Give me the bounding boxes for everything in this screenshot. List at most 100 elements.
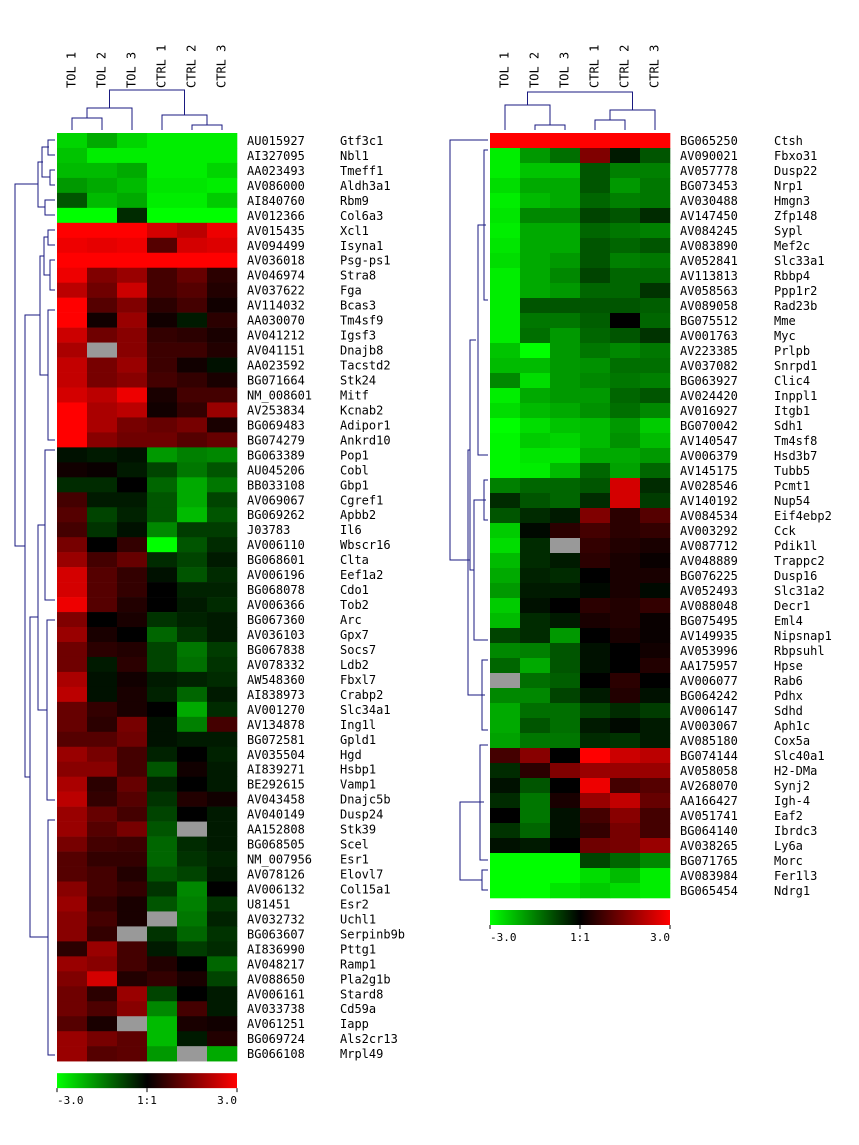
heatmap-cell	[57, 701, 88, 718]
row-gene: Dusp22	[774, 164, 817, 178]
row-gene: Serpinb9b	[340, 927, 405, 941]
row-accession: BE292615	[247, 778, 305, 792]
heatmap-cell	[147, 342, 178, 358]
heatmap-cell	[610, 793, 641, 809]
heatmap-cell	[520, 478, 551, 494]
heatmap-cell	[177, 1031, 208, 1047]
heatmap-cell	[610, 328, 641, 344]
heatmap-cell	[87, 941, 118, 957]
heatmap-cell	[520, 688, 551, 704]
heatmap-cell	[610, 463, 641, 479]
row-gene: Mitf	[340, 388, 369, 402]
heatmap-cell	[177, 297, 208, 313]
heatmap-cell	[207, 492, 238, 508]
row-gene: Nup54	[774, 494, 810, 508]
row-gene: Cdo1	[340, 583, 369, 597]
heatmap-cell	[147, 761, 178, 778]
heatmap-cell	[147, 447, 178, 463]
row-accession: BG073453	[680, 179, 738, 193]
heatmap-cell	[610, 658, 641, 674]
heatmap-cell	[550, 328, 581, 344]
row-gene: Sdhd	[774, 704, 803, 718]
row-gene: Psg-ps1	[340, 254, 391, 268]
heatmap-cell	[57, 282, 88, 298]
heatmap-cell	[177, 641, 208, 658]
heatmap-cell	[147, 821, 178, 837]
heatmap-cell	[490, 823, 521, 839]
heatmap-cell	[57, 402, 88, 418]
heatmap-cell	[520, 793, 551, 809]
row-accession: AV001270	[247, 703, 305, 717]
row-accession: AA152808	[247, 823, 305, 837]
heatmap-cell	[57, 522, 88, 538]
heatmap-cell	[87, 776, 118, 792]
row-gene: Aph1c	[774, 719, 810, 733]
heatmap-cell	[57, 851, 88, 867]
heatmap-cell	[177, 402, 208, 418]
row-gene: Esr2	[340, 897, 369, 911]
heatmap-cell	[87, 147, 118, 164]
heatmap-cell	[117, 357, 148, 373]
heatmap-cell	[147, 237, 178, 254]
heatmap-cell	[57, 612, 88, 628]
heatmap-cell	[117, 507, 148, 523]
heatmap-cell	[490, 208, 521, 224]
colorbar-label: -3.0	[57, 1094, 84, 1107]
heatmap-cell	[117, 656, 148, 673]
heatmap-cell	[580, 823, 611, 839]
heatmap-cell	[207, 941, 238, 957]
heatmap-cell	[87, 716, 118, 733]
heatmap-cell	[87, 1016, 118, 1032]
row-gene: Zfp148	[774, 209, 817, 223]
heatmap-cell	[640, 238, 671, 254]
heatmap-cell	[580, 748, 611, 764]
heatmap-cell	[580, 313, 611, 329]
heatmap-cell	[117, 612, 148, 628]
heatmap-cell	[207, 926, 238, 942]
heatmap-cell	[580, 388, 611, 404]
heatmap-cell	[117, 462, 148, 478]
row-accession: BG070042	[680, 419, 738, 433]
heatmap-cell	[490, 883, 521, 899]
heatmap-cell	[640, 838, 671, 854]
heatmap-cell	[580, 163, 611, 179]
heatmap-cell	[207, 671, 238, 688]
row-gene: Mme	[774, 314, 796, 328]
heatmap-cell	[87, 222, 118, 239]
heatmap-cell	[520, 148, 551, 164]
heatmap-cell	[147, 776, 178, 792]
row-accession: BG074279	[247, 433, 305, 447]
row-gene: Fga	[340, 284, 362, 298]
heatmap-cell	[177, 147, 208, 164]
row-gene: Cd59a	[340, 1002, 376, 1016]
row-gene: Itgb1	[774, 404, 810, 418]
heatmap-cell	[57, 312, 88, 328]
row-accession: AV113813	[680, 269, 738, 283]
heatmap-cell	[177, 267, 208, 283]
row-gene: Rab6	[774, 674, 803, 688]
heatmap-cell	[520, 193, 551, 209]
row-accession: AV006110	[247, 538, 305, 552]
heatmap-cell	[57, 327, 88, 343]
heatmap-cell	[207, 312, 238, 328]
heatmap-cell	[57, 836, 88, 852]
heatmap-cell	[580, 688, 611, 704]
row-accession: AI836990	[247, 942, 305, 956]
heatmap-cell	[57, 866, 88, 882]
row-accession: BG076225	[680, 569, 738, 583]
heatmap-cell	[117, 342, 148, 358]
heatmap-cell	[57, 477, 88, 493]
heatmap-cell	[117, 417, 148, 433]
heatmap-cell	[550, 688, 581, 704]
row-gene: Igh-4	[774, 794, 810, 808]
heatmap-cell	[550, 283, 581, 299]
heatmap-cell	[57, 761, 88, 778]
row-accession: AV043458	[247, 793, 305, 807]
heatmap-cell	[57, 552, 88, 568]
row-accession: BG071664	[247, 374, 305, 388]
heatmap-cell	[640, 418, 671, 434]
heatmap-cell	[207, 986, 238, 1002]
heatmap-cell	[117, 447, 148, 463]
heatmap-cell	[207, 1001, 238, 1017]
heatmap-cell	[147, 641, 178, 658]
